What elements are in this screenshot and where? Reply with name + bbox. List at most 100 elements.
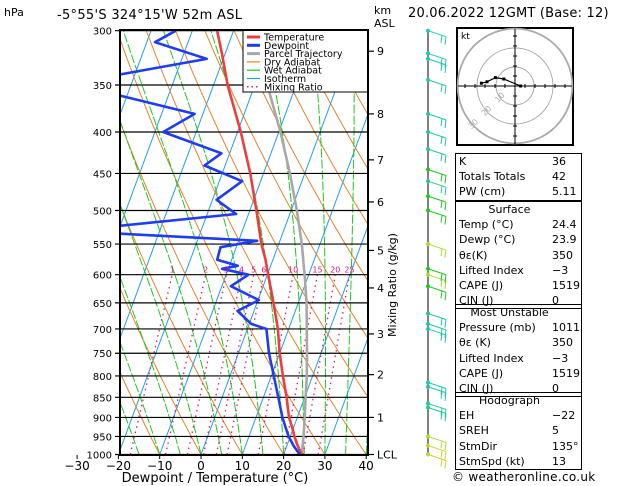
legend-label: Mixing Ratio (264, 82, 323, 93)
wind-barb-flag (444, 280, 447, 289)
wet-adiabat-line (345, 30, 355, 455)
wind-barb (426, 272, 447, 289)
index-row: SREH 5 (456, 423, 581, 438)
wind-barb-flag (444, 319, 447, 328)
indices-table-most-unstable: Most Unstable Pressure (mb) 1011 θε (K) 350 L… (455, 304, 582, 398)
legend-label: Isotherm (264, 74, 306, 85)
wind-barb-flag (444, 334, 447, 344)
pressure-tick-label: 350 (93, 81, 112, 92)
wind-barb (426, 56, 447, 73)
height-tick-label: 8 (377, 108, 384, 121)
mixing-ratio-label: 4 (239, 266, 244, 275)
pressure-tick-label: 500 (93, 207, 112, 218)
x-tick-label: 30 (317, 459, 332, 473)
index-value: 0 (552, 381, 559, 395)
dry-adiabat-line (292, 30, 368, 171)
index-value: −3 (552, 351, 569, 365)
wind-barb-flag (444, 137, 447, 147)
index-row: CIN (J) 0 (456, 293, 581, 308)
wind-barb (426, 326, 447, 344)
table-section-title: Hodograph (479, 394, 540, 407)
wind-barb (426, 434, 447, 451)
wind-barb-flag (440, 412, 443, 420)
index-row: Dewp (°C) 23.9 (456, 232, 581, 247)
wind-barb-flag (444, 155, 447, 164)
wind-barb (426, 129, 447, 147)
wind-barb-flag (440, 441, 443, 449)
legend-box (242, 29, 369, 93)
isotherm-line (283, 224, 368, 455)
index-value: 0 (552, 294, 559, 308)
wet-adiabat-line (0, 31, 77, 455)
index-value: 135° (552, 439, 579, 453)
isotherm-line (0, 31, 68, 455)
dry-adiabat-line (0, 31, 36, 455)
mixing-ratio-label: 25 (344, 266, 354, 275)
wind-barb-flag (444, 392, 447, 401)
index-label: CAPE (J) (459, 278, 504, 292)
index-label: CIN (J) (459, 294, 494, 308)
index-value: 5 (552, 424, 559, 438)
wind-barb (426, 405, 447, 422)
pressure-tick-label: 850 (93, 393, 112, 404)
wind-barb (426, 321, 447, 338)
copyright-notice: © weatheronline.co.uk (452, 470, 596, 484)
dry-adiabat-line (0, 31, 77, 455)
legend-label: Temperature (263, 33, 324, 44)
wind-barb-shaft (427, 180, 447, 188)
wind-barb-shaft (427, 131, 447, 139)
mixing-ratio-label: 5 (251, 266, 256, 275)
wind-barb-shaft (427, 243, 447, 251)
index-label: Dewp (°C) (459, 233, 516, 247)
wind-barb-shaft (427, 402, 447, 410)
wind-barb (426, 242, 447, 259)
height-axis: 9 8 7 6 5 4 3 2 1 LCL (368, 45, 398, 462)
wind-barb-flag (444, 292, 447, 301)
table-section-title: Most Unstable (470, 306, 549, 319)
hodograph-unit-label: kt (461, 32, 470, 42)
wind-barb-shaft (427, 313, 447, 321)
parcel-trajectory-profile (258, 63, 309, 455)
wind-barb-flag (440, 154, 443, 162)
wind-barb-flag (440, 63, 443, 71)
height-tick-label: 4 (377, 282, 384, 295)
wind-barb-flag (444, 329, 447, 338)
wind-barb-shaft (427, 148, 447, 156)
index-row: θε(K) 350 (456, 248, 581, 263)
pressure-tick-label: 550 (93, 240, 112, 251)
wind-barb (426, 167, 447, 184)
index-label: EH (459, 409, 475, 423)
wind-barbs (426, 28, 447, 469)
isotherm-line (200, 30, 358, 455)
wind-barb-shaft (427, 285, 447, 293)
indices-table-general: K 36 Totals Totals 42 PW (cm) 5.11 (455, 153, 582, 201)
index-row: θε (K) 350 (456, 335, 581, 350)
legend-label: Parcel Trajectory (264, 49, 343, 60)
wind-barb-flag (440, 186, 443, 194)
wind-barb-flag (440, 58, 443, 66)
dry-adiabat-line (262, 30, 368, 226)
wind-barb-flag (444, 451, 447, 460)
wind-barb-shaft (427, 30, 447, 38)
x-tick-label: −10 (147, 459, 172, 473)
height-tick-label: LCL (377, 449, 398, 462)
x-tick-label: 10 (235, 459, 250, 473)
index-row: Lifted Index −3 (456, 263, 581, 278)
pressure-tick-label: 950 (93, 432, 112, 443)
index-label: Totals Totals (459, 170, 526, 184)
wind-barb-shaft (427, 445, 447, 453)
legend-label: Dewpoint (264, 41, 309, 52)
dewpoint-profile (120, 30, 301, 455)
wet-adiabat-line (311, 30, 326, 455)
index-row: StmDir 135° (456, 439, 581, 454)
dry-adiabat-line (120, 371, 161, 455)
wind-barb-flag (444, 187, 447, 196)
dry-adiabat-line (120, 37, 326, 455)
wind-barb-flag (444, 409, 447, 418)
height-tick-label: 2 (377, 369, 384, 382)
wind-barb-flag (440, 201, 443, 209)
index-label: θε(K) (459, 248, 488, 262)
plot-frame (119, 29, 369, 456)
index-value: −3 (552, 263, 569, 277)
